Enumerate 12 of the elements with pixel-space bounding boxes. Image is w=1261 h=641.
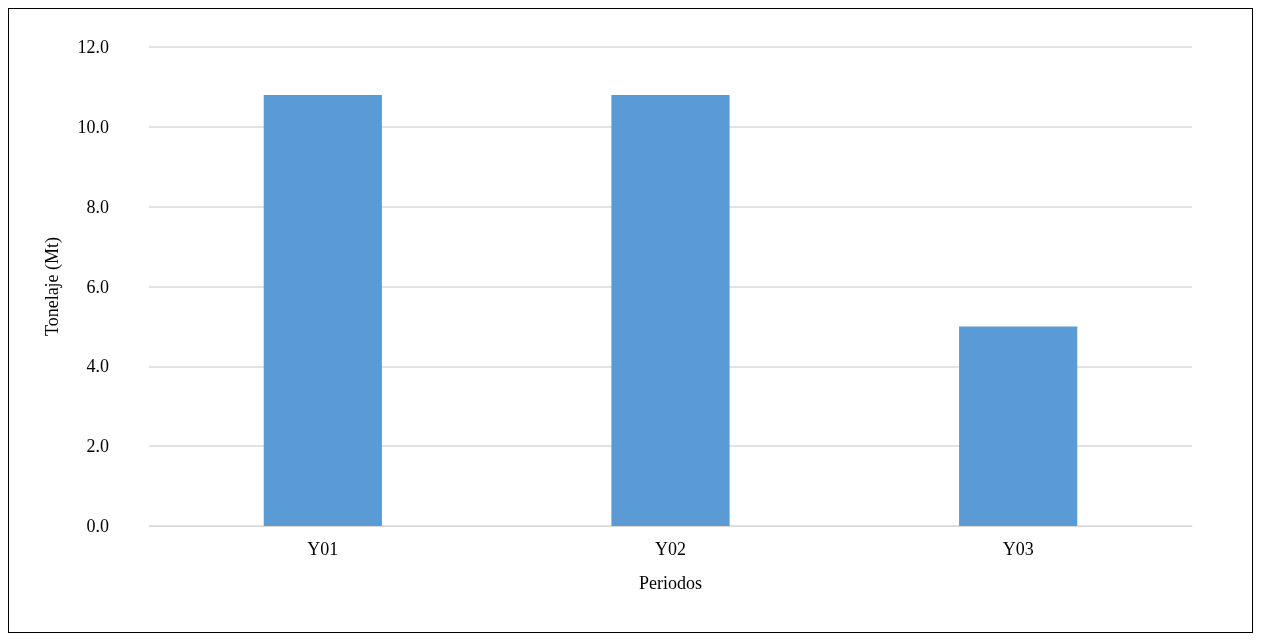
x-tick-label: Y01 (307, 539, 339, 559)
y-axis-title: Tonelaje (Mt) (42, 236, 63, 337)
y-tick-label: 0.0 (86, 516, 109, 536)
y-tick-label: 10.0 (77, 116, 109, 137)
y-tick-label: 4.0 (86, 356, 109, 377)
x-tick-label: Y02 (655, 539, 686, 559)
x-axis-title: Periodos (639, 573, 702, 593)
x-tick-label: Y03 (1002, 539, 1034, 559)
y-tick-label: 2.0 (86, 436, 109, 457)
y-tick-label: 8.0 (86, 196, 109, 217)
y-tick-label: 6.0 (86, 276, 109, 297)
y-tick-label: 12.0 (77, 37, 109, 57)
